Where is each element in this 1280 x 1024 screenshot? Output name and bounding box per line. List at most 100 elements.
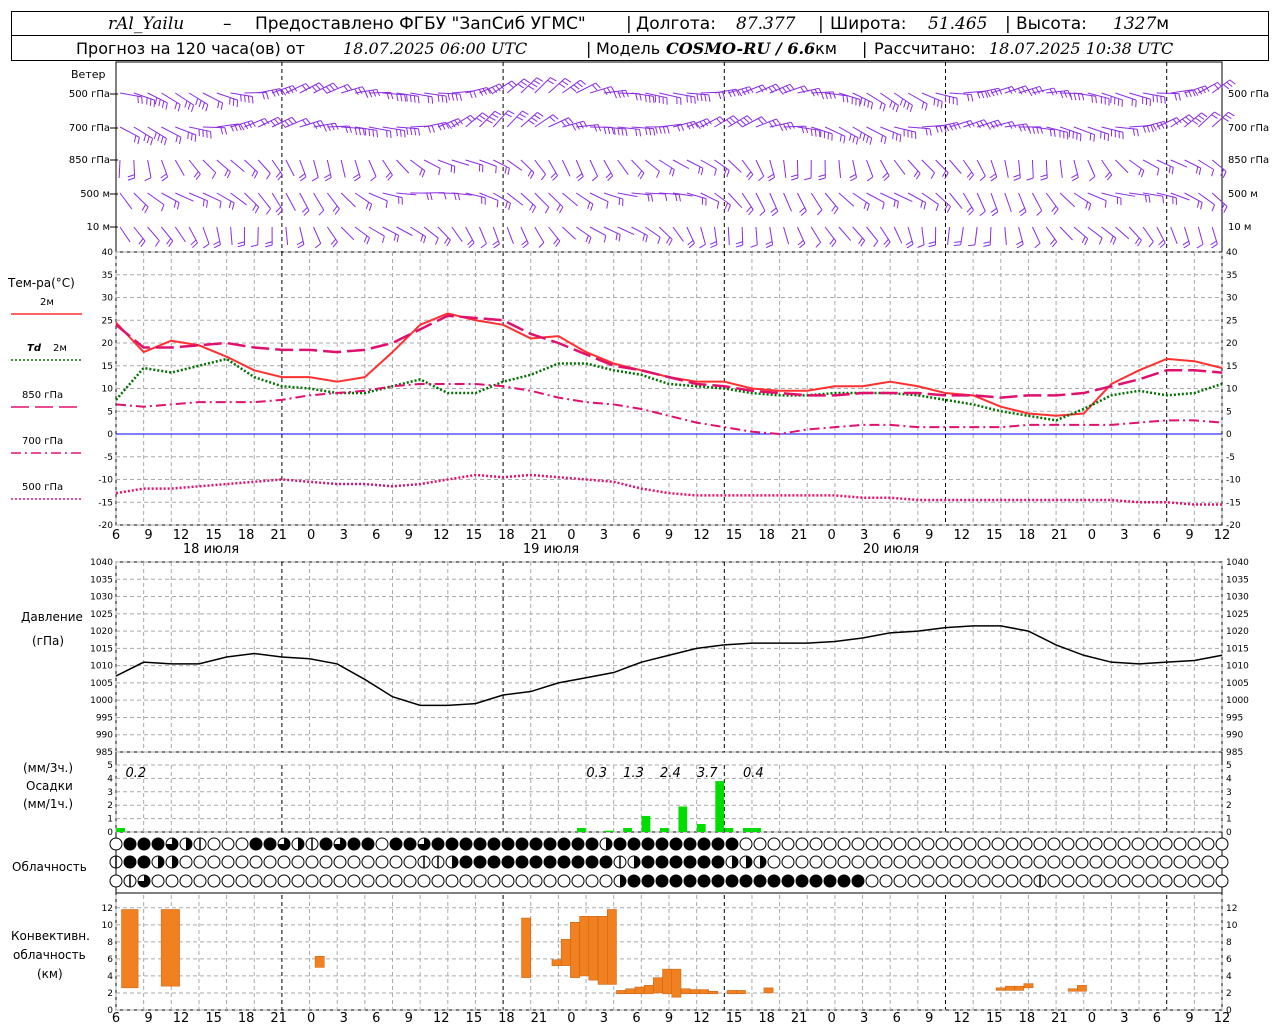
wind-barb-feather <box>1051 205 1057 212</box>
cloud-symbol <box>697 837 711 851</box>
wind-barb-feather <box>1156 95 1158 103</box>
wind-barb-feather <box>446 122 452 130</box>
cloud-symbol <box>767 855 781 869</box>
cloud-fill-full <box>488 838 500 850</box>
cloud-symbol <box>417 837 431 851</box>
wind-barb-staff <box>147 159 152 178</box>
cloud-symbol <box>893 837 907 851</box>
cloud-fill-half <box>158 856 164 868</box>
wind-barb-staff <box>1018 192 1027 212</box>
conv-bar <box>588 916 599 981</box>
wind-barb-feather <box>1201 112 1208 118</box>
wind-barb-feather <box>966 171 973 178</box>
wind-level-label-left: 700 гПа <box>69 123 110 134</box>
cloud-symbol <box>515 874 529 888</box>
wind-barb-feather <box>1160 122 1165 129</box>
x-tick-label-mid: 12 <box>693 528 710 543</box>
wind-barb-staff <box>755 226 758 245</box>
wind-barb-feather <box>1106 174 1113 181</box>
cloud-symbol <box>389 874 403 888</box>
wind-barb-feather <box>211 172 217 180</box>
wind-barb-staff <box>907 159 921 174</box>
wind-barb-feather <box>945 124 950 132</box>
wind-barb-staff <box>893 226 903 244</box>
wind-barb-staff <box>727 226 730 245</box>
cloud-fill-full <box>852 875 864 887</box>
wind-barb-feather <box>265 244 273 248</box>
wind-barb-feather <box>564 119 570 126</box>
wind-barb-feather <box>560 120 567 127</box>
cloud-fill-full <box>698 838 710 850</box>
x-tick-label-bottom: 9 <box>144 1011 152 1024</box>
x-tick-label-bottom: 9 <box>665 1011 673 1024</box>
cloud-symbol <box>641 874 655 888</box>
wind-barb-feather <box>1008 122 1013 129</box>
wind-barb-feather <box>718 92 722 100</box>
wind-barb-staff <box>1087 192 1107 202</box>
cloud-circle <box>865 837 879 851</box>
wind-barb-feather <box>396 235 400 243</box>
x-tick-label-mid: 6 <box>112 528 120 543</box>
wind-barb-feather <box>1193 89 1199 96</box>
x-tick-label-bottom: 9 <box>1185 1011 1193 1024</box>
wind-barb-feather <box>997 119 1003 127</box>
precip-bar <box>577 827 586 832</box>
wind-barb-feather <box>508 203 511 211</box>
x-tick-label-mid: 0 <box>307 528 315 543</box>
pressure-ytick-left: 1025 <box>90 610 113 620</box>
wind-barb-feather <box>231 202 235 210</box>
wind-barb-staff <box>727 192 743 209</box>
cloud-symbol <box>529 855 543 869</box>
cloud-symbol <box>543 874 557 888</box>
cloud-symbol <box>1005 855 1019 869</box>
x-tick-label-bottom: 12 <box>693 1011 710 1024</box>
cloud-circle <box>1187 837 1201 851</box>
wind-barb-feather <box>176 202 180 210</box>
wind-barb-feather <box>1222 171 1227 178</box>
cloud-symbol <box>403 855 417 869</box>
wind-barb-feather <box>421 170 426 178</box>
calc-time: 18.07.2025 10:38 UTC <box>989 38 1174 58</box>
wind-barb-feather <box>531 206 536 214</box>
wind-barb-feather <box>986 90 991 98</box>
cloud-symbol <box>165 837 179 851</box>
wind-barb-staff <box>1073 192 1092 205</box>
cloud-symbol <box>585 837 599 851</box>
wind-barb-staff <box>534 77 551 94</box>
provider-text: Предоставлено ФГБУ "ЗапСиб УГМС" <box>255 13 586 34</box>
cloud-circle <box>935 837 949 851</box>
wind-barb-staff <box>989 226 992 246</box>
wind-barb-feather <box>696 93 699 101</box>
x-tick-label-bottom: 15 <box>986 1011 1003 1024</box>
wind-barb-staff <box>741 192 754 210</box>
cloud-fill-full <box>670 856 682 868</box>
cloud-fill-full <box>712 856 724 868</box>
wind-barb-feather <box>666 126 670 134</box>
wind-barb-feather <box>326 124 331 132</box>
wind-barb-feather <box>615 233 618 241</box>
wind-barbs <box>118 77 1236 249</box>
cloud-circle <box>515 874 529 888</box>
wind-barb-staff <box>548 159 558 176</box>
wind-barb-feather <box>251 96 254 104</box>
wind-barb-feather <box>1011 121 1017 128</box>
wind-barb-staff <box>493 192 511 204</box>
x-tick-label-mid: 15 <box>986 528 1003 543</box>
cloud-symbol <box>851 855 865 869</box>
cloud-circle <box>963 874 977 888</box>
cloud-circle <box>389 855 403 869</box>
cloud-symbol <box>585 855 599 869</box>
x-tick-label-mid: 15 <box>726 528 743 543</box>
wind-barb-feather <box>855 137 859 145</box>
cloud-symbol <box>893 874 907 888</box>
forecast-prefix: Прогноз на 120 часа(ов) от <box>76 38 305 58</box>
wind-barb-feather <box>1210 240 1217 246</box>
wind-barb-feather <box>552 114 559 120</box>
wind-barb-feather <box>202 199 205 207</box>
wind-barb-staff <box>202 159 217 174</box>
wind-barb-feather <box>161 100 165 109</box>
x-tick-label-bottom: 21 <box>531 1011 548 1024</box>
wind-barb-staff <box>174 226 186 243</box>
wind-barb-staff <box>838 92 861 100</box>
wind-barb-feather <box>364 128 367 136</box>
